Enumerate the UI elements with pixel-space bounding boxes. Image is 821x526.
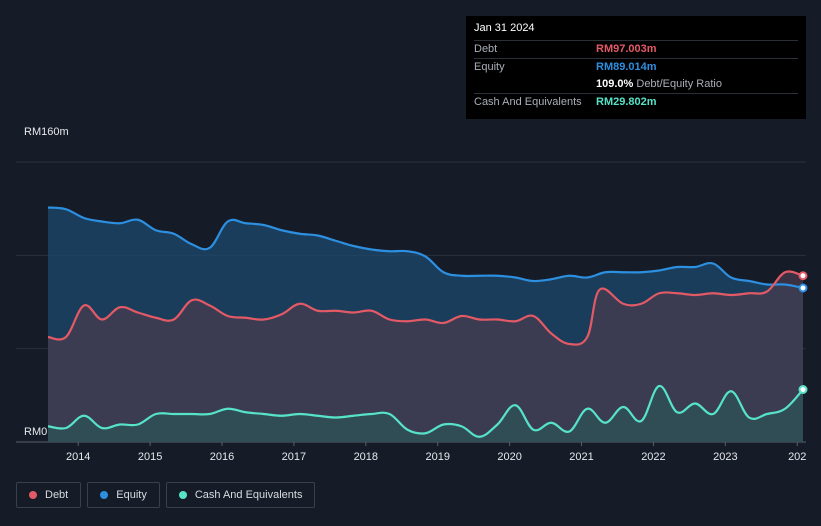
tooltip-ratio-value: 109.0% xyxy=(596,78,634,90)
equity-end-marker xyxy=(798,283,808,293)
tooltip-equity-label: Equity xyxy=(474,61,505,73)
x-tick-label: 2014 xyxy=(66,451,90,463)
tooltip-ratio-label: Debt/Equity Ratio xyxy=(636,78,722,90)
cash-and-equivalents-end-marker xyxy=(798,385,808,394)
series-areas xyxy=(48,207,803,442)
debt-end-marker xyxy=(798,271,808,281)
debt-area xyxy=(48,271,803,442)
cash-and-equivalents-line xyxy=(47,384,804,438)
tooltip-row-cash: Cash And Equivalents RM29.802m xyxy=(474,93,798,111)
tooltip-row-debt: Debt RM97.003m xyxy=(474,40,798,58)
legend-item-cash[interactable]: Cash And Equivalents xyxy=(165,482,316,508)
tooltip-debt-value: RM97.003m xyxy=(596,43,657,55)
tooltip-cash-value: RM29.802m xyxy=(596,96,657,108)
chart-legend: Debt Equity Cash And Equivalents xyxy=(16,482,316,508)
x-tick-label: 2015 xyxy=(138,451,162,463)
x-tick-label: 2021 xyxy=(569,451,593,463)
cash-and-equivalents-area xyxy=(48,385,803,442)
x-tick-label: 202 xyxy=(788,451,806,463)
y-axis-max-label: RM160m xyxy=(24,126,69,138)
equity-dot-icon xyxy=(100,491,109,499)
equity-line xyxy=(47,206,804,290)
legend-label-cash: Cash And Equivalents xyxy=(194,489,303,501)
tooltip-cash-label: Cash And Equivalents xyxy=(474,96,582,108)
tooltip-row-equity: Equity RM89.014m xyxy=(474,58,798,76)
cash-dot-icon xyxy=(178,491,187,499)
x-tick-label: 2017 xyxy=(282,451,306,463)
x-axis: 2014 2015 2016 2017 2018 2019 2020 2021 2022 2023… xyxy=(66,442,806,463)
debt-dot-icon xyxy=(29,491,37,499)
tooltip-row-ratio: 109.0% Debt/Equity Ratio xyxy=(474,76,798,93)
series-end-markers xyxy=(798,271,808,394)
tooltip-date: Jan 31 2024 xyxy=(474,22,535,34)
legend-item-equity[interactable]: Equity xyxy=(87,482,160,508)
data-tooltip: Jan 31 2024 Debt RM97.003m Equity RM89.0… xyxy=(466,16,806,119)
tooltip-debt-label: Debt xyxy=(474,43,498,55)
tooltip-ratio: 109.0% Debt/Equity Ratio xyxy=(596,76,722,93)
tooltip-equity-value: RM89.014m xyxy=(596,61,657,73)
x-tick-label: 2019 xyxy=(425,451,449,463)
x-tick-label: 2022 xyxy=(641,451,665,463)
x-tick-label: 2018 xyxy=(354,451,378,463)
legend-item-debt[interactable]: Debt xyxy=(16,482,82,508)
legend-label-debt: Debt xyxy=(45,489,69,501)
x-tick-label: 2016 xyxy=(210,451,234,463)
x-tick-label: 2023 xyxy=(713,451,737,463)
y-axis-zero-label: RM0 xyxy=(24,426,47,438)
series-lines xyxy=(47,206,804,438)
debt-line xyxy=(47,270,804,346)
legend-label-equity: Equity xyxy=(116,489,147,501)
x-tick-label: 2020 xyxy=(497,451,521,463)
